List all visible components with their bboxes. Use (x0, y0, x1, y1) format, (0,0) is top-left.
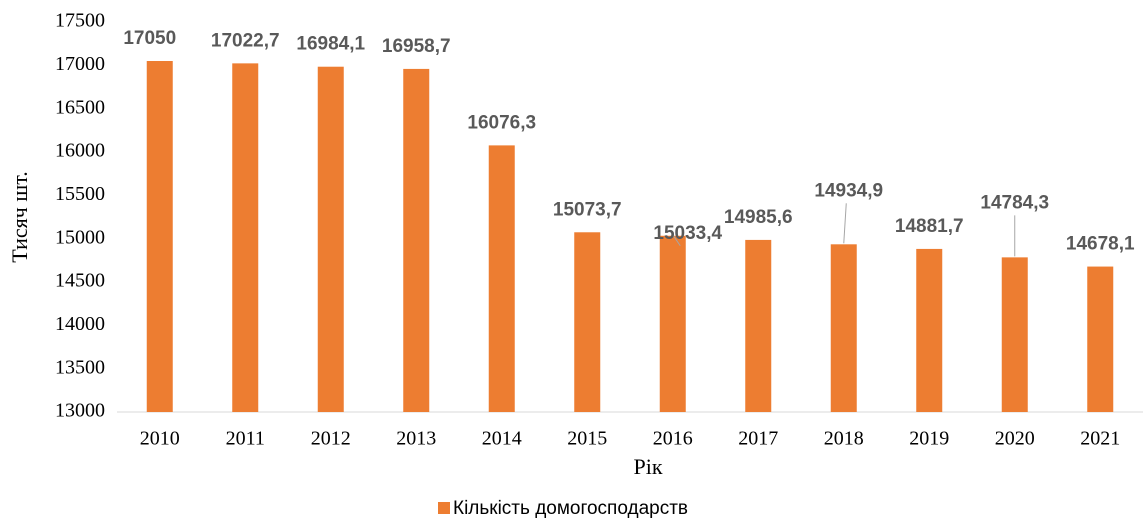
y-tick-label: 17500 (55, 10, 105, 32)
value-label: 14985,6 (724, 207, 793, 228)
y-tick-label: 14500 (55, 270, 105, 292)
x-tick-label: 2013 (396, 428, 436, 450)
bar (488, 145, 515, 412)
y-tick-label: 16000 (55, 140, 105, 162)
bar (403, 68, 430, 413)
y-tick-label: 14000 (55, 313, 105, 335)
value-label: 17050 (123, 28, 176, 49)
value-label: 15073,7 (553, 199, 622, 220)
value-label: 14881,7 (895, 216, 964, 237)
bar (574, 232, 601, 412)
x-tick-label: 2017 (738, 428, 778, 450)
x-tick-label: 2014 (482, 428, 522, 450)
y-tick-label: 15500 (55, 183, 105, 205)
y-tick-label: 13000 (55, 400, 105, 422)
bar (232, 63, 259, 413)
value-label: 16984,1 (296, 34, 365, 55)
bar (1001, 257, 1028, 412)
x-tick-label: 2020 (995, 428, 1035, 450)
value-label: 16076,3 (467, 112, 536, 133)
x-tick-label: 2018 (824, 428, 864, 450)
bar (1087, 266, 1114, 412)
bar (317, 66, 344, 412)
x-tick-label: 2012 (311, 428, 351, 450)
legend-swatch (438, 502, 450, 514)
value-label: 15033,4 (653, 223, 722, 244)
y-tick-label: 13500 (55, 356, 105, 378)
value-label: 14784,3 (980, 192, 1049, 213)
bar (830, 244, 857, 412)
value-label: 17022,7 (211, 30, 280, 51)
x-tick-label: 2019 (909, 428, 949, 450)
y-tick-label: 16500 (55, 96, 105, 118)
value-label: 14934,9 (814, 180, 883, 201)
bar (745, 239, 772, 412)
bar (659, 235, 686, 412)
y-tick-label: 17000 (55, 53, 105, 75)
value-label: 14678,1 (1066, 234, 1135, 255)
leader-line (672, 234, 681, 247)
x-tick-label: 2015 (567, 428, 607, 450)
x-axis-label: Рік (633, 454, 662, 479)
x-tick-label: 2016 (653, 428, 693, 450)
y-axis-label: Тисяч шт. (7, 171, 32, 263)
x-tick-label: 2010 (140, 428, 180, 450)
bar (916, 248, 943, 412)
bar (146, 61, 173, 412)
x-tick-label: 2011 (226, 428, 265, 450)
y-tick-label: 15000 (55, 226, 105, 248)
value-label: 16958,7 (382, 36, 451, 57)
x-tick-label: 2021 (1080, 428, 1120, 450)
leader-line (843, 203, 847, 244)
legend-label: Кількість домогосподарств (453, 498, 688, 519)
